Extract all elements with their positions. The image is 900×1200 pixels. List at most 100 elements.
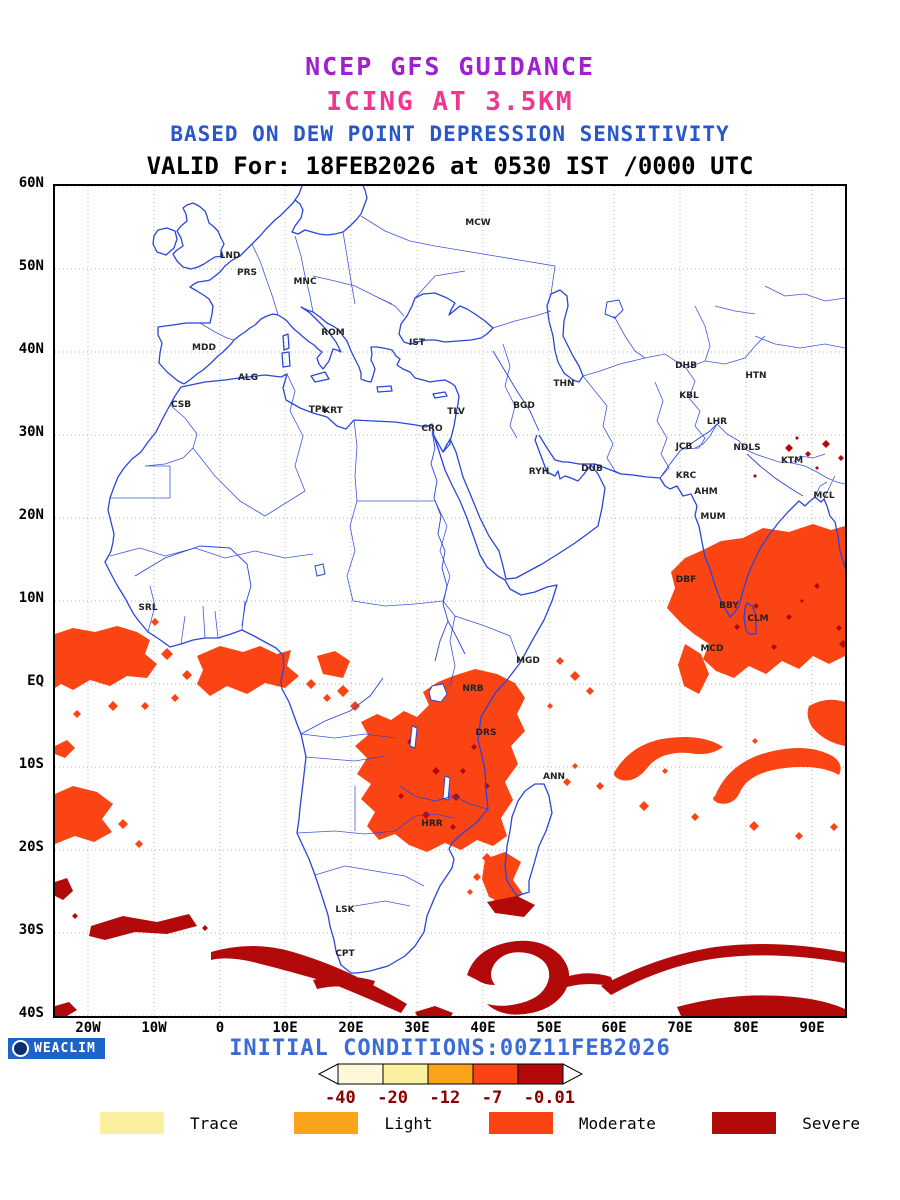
x-axis-tick-label: 10E [272,1020,298,1036]
station-label: KTM [781,456,803,466]
scale-value: -7 [481,1088,503,1108]
station-label: BBY [719,601,739,611]
initial-conditions-text: INITIAL CONDITIONS:00Z11FEB2026 [229,1036,671,1061]
station-label: LSK [335,905,355,915]
iberia-mediterranean-coastline [183,324,256,385]
scale-value: -0.01 [523,1088,575,1108]
station-label: DBF [676,575,696,585]
scale-value: -12 [429,1088,461,1108]
weaclim-logo-icon [12,1040,29,1057]
country-borders-layer [109,215,845,907]
station-label: SRL [138,603,157,613]
station-label: HTN [745,371,766,381]
y-axis-tick-label: 30S [18,922,44,938]
legend-swatch [712,1112,777,1134]
x-axis-tick-label: 10W [141,1020,167,1036]
y-axis-tick-label: 60N [18,175,44,191]
station-label: BGD [513,401,535,411]
severe-icing-layer [55,436,845,1016]
y-axis-tick-label: 20S [18,839,44,855]
y-axis-tick-label: 20N [18,507,44,523]
station-label: KRC [676,471,697,481]
x-axis-tick-label: 0 [215,1020,225,1036]
weaclim-logo-text: WEACLIM [34,1041,96,1056]
legend-swatch [100,1112,164,1134]
station-label: TLV [447,407,465,417]
scale-segment [472,1063,519,1085]
station-label: ROM [321,328,345,338]
sri-lanka-coastline [743,602,757,635]
italy-balkans-turkey-coastline [254,306,460,453]
station-label: KRT [323,406,344,416]
legend-item-light: Light [294,1112,433,1134]
station-label: KBL [679,391,699,401]
country-border-lines [109,215,845,907]
y-axis-tick-label: 40S [18,1005,44,1021]
station-label: NDLS [733,443,760,453]
x-axis-tick-label: 20W [75,1020,101,1036]
ireland-coastline [152,227,178,256]
color-scale-values: -40 -20 -12 -7 -0.01 [325,1088,575,1108]
x-axis-tick-label: 80E [733,1020,759,1036]
station-label: MCW [465,218,491,228]
scandinavia-baltic-coastline [291,186,368,236]
title-valid-time: VALID For: 18FEB2026 at 0530 IST /0000 U… [146,152,754,180]
river-lines [134,350,804,810]
india-coastline [659,477,845,618]
x-axis-tick-label: 30E [404,1020,430,1036]
station-label: JCB [675,442,693,452]
x-axis-tick-label: 50E [536,1020,562,1036]
x-axis-tick-label: 70E [667,1020,693,1036]
x-axis-tick-label: 20E [338,1020,364,1036]
y-axis-tick-label: 50N [18,258,44,274]
station-label: CLM [747,614,768,624]
legend-swatch [488,1112,553,1134]
x-axis-tick-label: 60E [601,1020,627,1036]
x-axis-tick-label: 40E [470,1020,496,1036]
arabia-coastline [433,434,606,580]
moderate-icing-layer [55,524,845,906]
station-label: AHM [694,487,717,497]
lake-outline [314,299,624,801]
station-label: CRO [421,424,443,434]
scale-segment [427,1063,474,1085]
scale-segment [337,1063,384,1085]
madagascar-coastline [504,783,553,897]
latitude-axis: 60N 50N 40N 30N 20N 10N EQ 10S 20S 30S 40S [0,175,48,1021]
iran-pakistan-coastline [538,434,661,479]
x-axis-tick-label: 90E [799,1020,825,1036]
station-label: CSB [171,400,191,410]
station-label: IST [409,338,426,348]
station-label: MCD [700,644,723,654]
station-label: MGD [516,656,540,666]
legend-swatch [294,1112,359,1134]
africa-coastline [104,373,558,974]
station-label: THN [553,379,574,389]
y-axis-tick-label: 10S [18,756,44,772]
legend-item-severe: Severe [712,1112,860,1134]
station-label: LND [220,251,241,261]
station-label: ANN [543,772,565,782]
y-axis-tick-label: 30N [18,424,44,440]
title-product: ICING AT 3.5KM [326,87,574,117]
station-label: RYH [529,467,550,477]
station-label: DUB [581,464,603,474]
crete-cyprus-coastline [376,385,448,399]
scale-value: -20 [377,1088,408,1108]
legend-label: Light [384,1113,433,1133]
rivers-layer [134,350,804,810]
station-label: ALG [238,373,258,383]
severity-legend: Trace Light Moderate Severe [0,1112,900,1134]
station-label: LHR [707,417,727,427]
sardinia-coastline [281,333,291,368]
sicily-coastline [310,371,330,383]
y-axis-tick-label: EQ [27,673,44,689]
station-label: CPT [335,949,355,959]
station-label: DRS [476,728,497,738]
scale-arrow-left [317,1063,339,1085]
station-label: MCL [813,491,835,501]
icing-severe-blobs [55,878,845,1016]
